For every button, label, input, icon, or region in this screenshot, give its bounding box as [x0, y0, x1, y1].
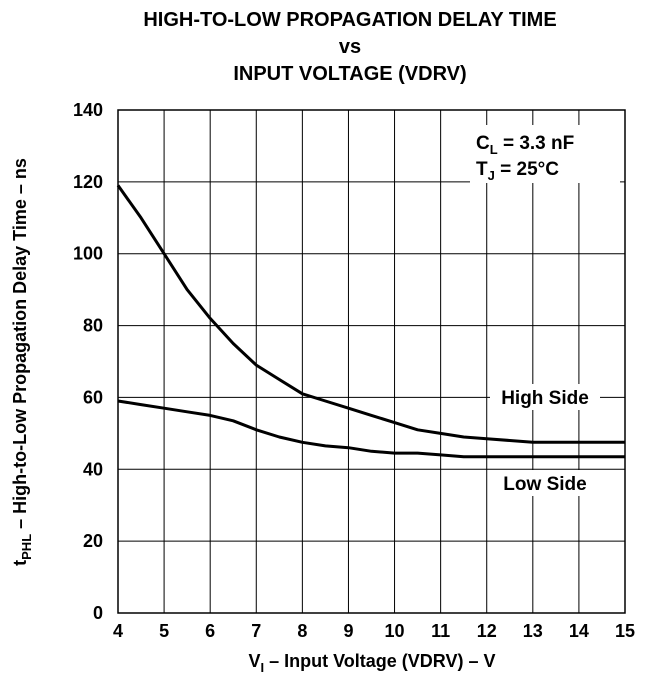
x-tick-label: 6: [205, 621, 215, 641]
x-tick-label: 11: [431, 621, 450, 641]
plot-frame: [117, 109, 626, 614]
x-tick-label: 7: [251, 621, 261, 641]
x-tick-label: 14: [569, 621, 589, 641]
y-tick-label: 60: [83, 387, 103, 407]
chart-title-line-2: vs: [339, 36, 361, 58]
series-line-low-side: [117, 399, 625, 459]
x-tick-label: 5: [159, 621, 169, 641]
condition-capacitance: CL = 3.3 nF: [476, 133, 574, 157]
conditions-box-background: [470, 125, 620, 183]
x-tick-label: 13: [523, 621, 543, 641]
x-tick-label: 12: [477, 621, 497, 641]
y-tick-label: 100: [73, 244, 103, 264]
x-tick-label: 4: [113, 621, 123, 641]
condition-temperature: TJ = 25°C: [476, 159, 559, 183]
x-axis-ticks: 4 5 6 7 8 9 10 11 12 13 14 15: [113, 621, 635, 641]
y-tick-label: 0: [93, 603, 103, 623]
y-tick-label: 140: [73, 100, 103, 120]
y-tick-label: 40: [83, 459, 103, 479]
x-tick-label: 15: [615, 621, 635, 641]
series-label-high-side: High Side: [501, 388, 589, 409]
series-lines: [116, 184, 625, 459]
y-tick-label: 20: [83, 531, 103, 551]
y-axis-label: tPHL – High-to-Low Propagation Delay Tim…: [10, 158, 34, 566]
chart-title-line-1: HIGH-TO-LOW PROPAGATION DELAY TIME: [143, 9, 556, 31]
series-line-high-side: [116, 184, 625, 444]
grid: [118, 110, 625, 613]
x-tick-label: 9: [343, 621, 353, 641]
y-axis-ticks: 0 20 40 60 80 100 120 140: [73, 100, 103, 623]
x-axis-label: VI – Input Voltage (VDRV) – V: [248, 651, 495, 675]
high-side-label-background: [490, 384, 600, 410]
y-tick-label: 120: [73, 172, 103, 192]
x-tick-label: 10: [385, 621, 405, 641]
y-tick-label: 80: [83, 316, 103, 336]
series-label-low-side: Low Side: [503, 474, 586, 495]
chart-title-line-3: INPUT VOLTAGE (VDRV): [233, 63, 466, 85]
x-tick-label: 8: [297, 621, 307, 641]
low-side-label-background: [490, 470, 600, 496]
